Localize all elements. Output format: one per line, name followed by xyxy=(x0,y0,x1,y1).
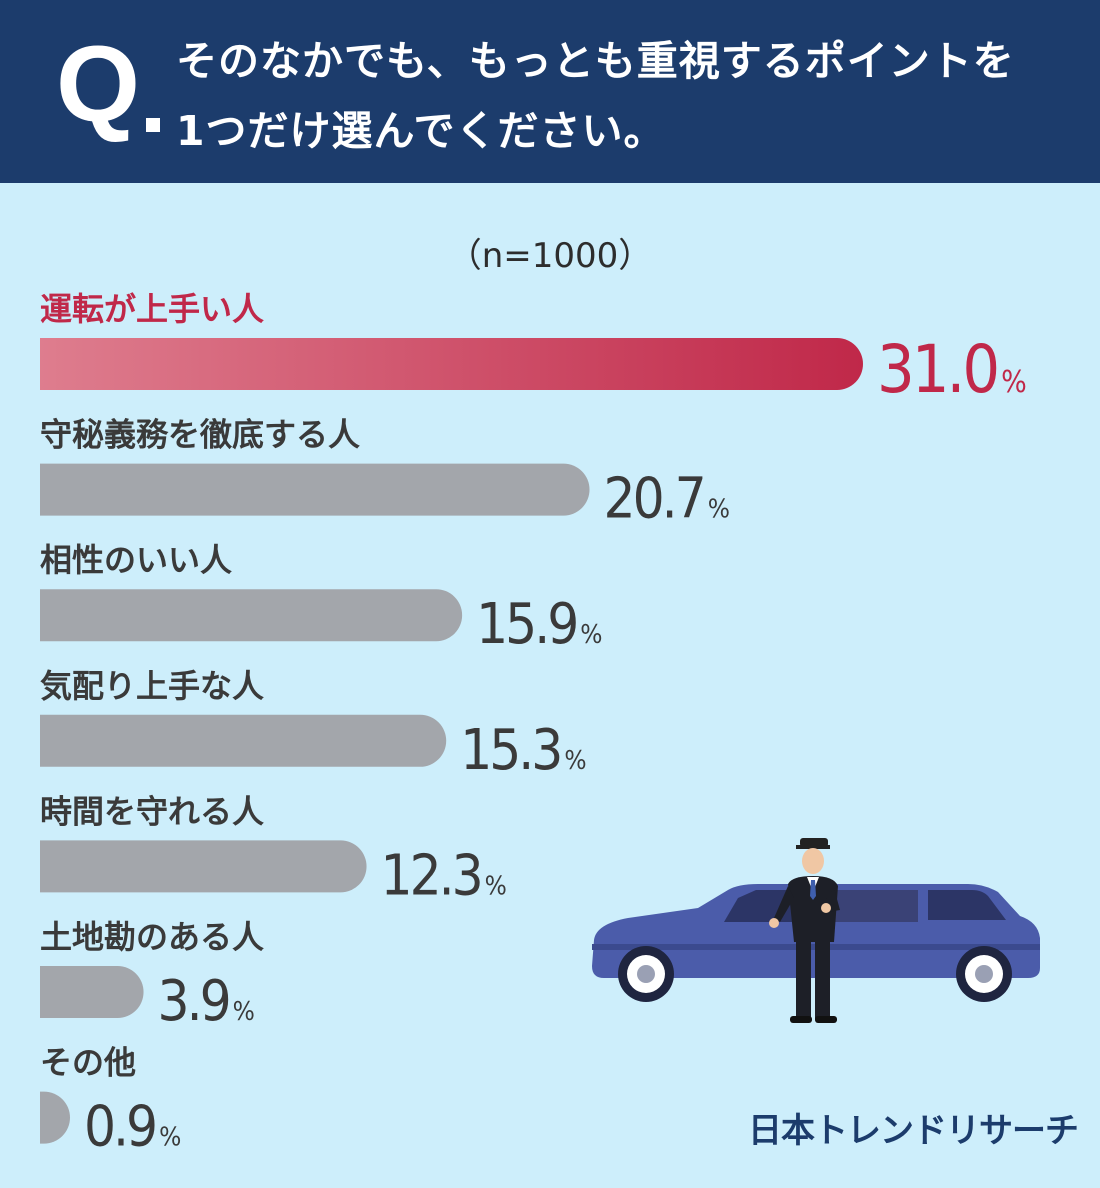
category-label: 土地勘のある人 xyxy=(40,918,264,956)
value-label: 15.3% xyxy=(460,718,586,783)
category-label: 相性のいい人 xyxy=(40,541,232,579)
chauffeur-icon xyxy=(769,838,840,1023)
category-label: 守秘義務を徹底する人 xyxy=(40,416,360,454)
question-line-2: 1つだけ選んでください。 xyxy=(176,107,666,155)
value-label: 3.9% xyxy=(158,969,255,1034)
category-label: 時間を守れる人 xyxy=(40,792,264,830)
q-label: Q xyxy=(56,23,140,144)
brand-logo: 日本トレンドリサーチ xyxy=(748,1111,1079,1151)
value-label: 15.9% xyxy=(476,592,602,657)
question-header: Q そのなかでも、もっとも重視するポイントを 1つだけ選んでください。 xyxy=(0,0,1100,183)
question-text: そのなかでも、もっとも重視するポイントを 1つだけ選んでください。 xyxy=(176,26,1015,166)
bar xyxy=(40,840,367,893)
category-label: 運転が上手い人 xyxy=(40,290,264,328)
value-label: 20.7% xyxy=(604,467,730,532)
question-line-1: そのなかでも、もっとも重視するポイントを xyxy=(176,37,1015,85)
bar xyxy=(40,714,447,767)
bar xyxy=(40,338,863,390)
value-label: 31.0% xyxy=(877,331,1027,408)
value-label: 12.3% xyxy=(381,843,507,908)
limousine-chauffeur-illustration xyxy=(592,838,1040,1023)
category-label: その他 xyxy=(40,1044,136,1082)
sample-size: （n=1000） xyxy=(447,236,653,276)
value-label: 0.9% xyxy=(84,1095,181,1160)
bar xyxy=(40,463,590,516)
category-label: 気配り上手な人 xyxy=(40,667,264,705)
bar xyxy=(40,966,144,1018)
bar xyxy=(40,1091,70,1144)
q-dot xyxy=(146,118,160,132)
bar xyxy=(40,589,463,642)
